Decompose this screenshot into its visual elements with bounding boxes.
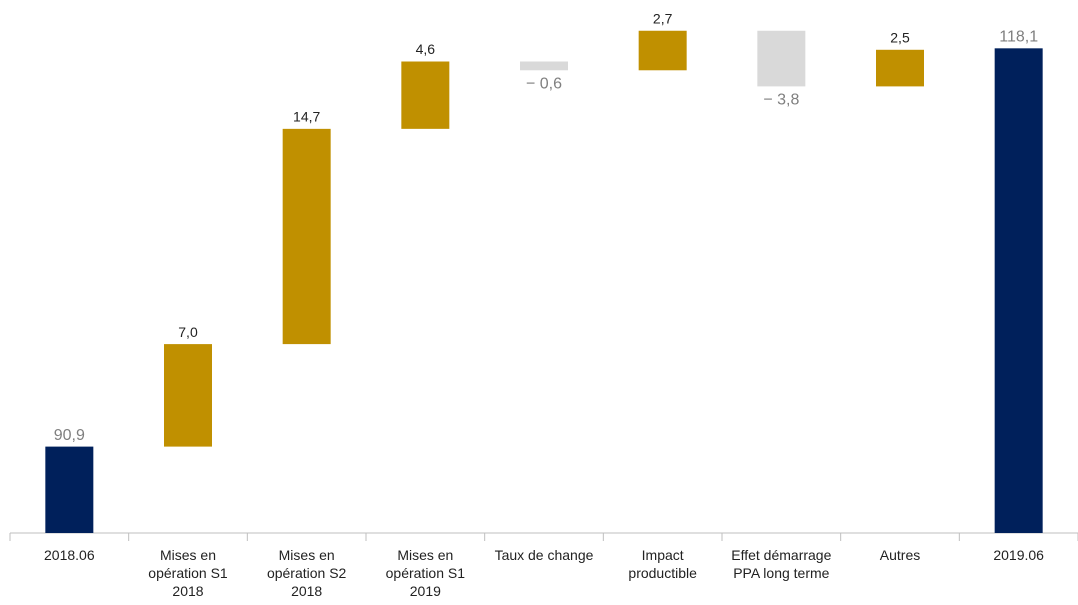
value-label: 14,7 (293, 109, 320, 125)
bar (994, 48, 1043, 533)
value-label: 2,5 (890, 29, 910, 45)
x-tick-label: Autres (879, 547, 921, 563)
value-label: 90,9 (54, 427, 85, 444)
x-tick-label: 2018.06 (44, 547, 95, 563)
x-tick-label: 2019.06 (993, 547, 1044, 563)
value-label: − 3,8 (763, 92, 799, 109)
x-tick-label: Mises en opération S1 2018 (148, 547, 228, 599)
x-tick-label: Mises en opération S1 2019 (385, 547, 466, 599)
x-tick-label: Impact productible (628, 547, 697, 581)
bar (520, 61, 568, 71)
value-label: − 0,6 (526, 76, 562, 93)
x-tick-label: Taux de change (494, 547, 594, 563)
bar (164, 344, 212, 447)
x-tick-label: Mises en opération S2 2018 (266, 547, 347, 599)
bar (401, 61, 450, 129)
bar (45, 446, 94, 533)
value-label: 4,6 (416, 41, 436, 57)
value-label: 7,0 (178, 324, 198, 340)
x-tick-label: Effet démarrage PPA long terme (731, 547, 832, 581)
bar (876, 49, 924, 87)
bar (282, 128, 331, 345)
bar (757, 30, 806, 87)
value-label: 118,1 (999, 29, 1038, 46)
value-label: 2,7 (653, 10, 673, 26)
bar (638, 30, 687, 71)
